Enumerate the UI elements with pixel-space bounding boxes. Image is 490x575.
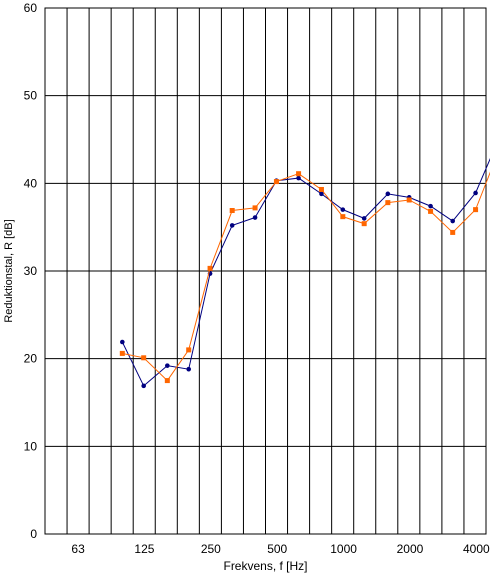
x-tick-labels: 63 125 250 500 1000 2000 4000 [71, 542, 490, 556]
x-tick-label: 125 [134, 542, 154, 556]
y-tick-label: 60 [24, 1, 38, 15]
data-point [229, 223, 235, 228]
x-tick-label: 1000 [330, 542, 357, 556]
data-point [318, 186, 324, 192]
data-point [450, 218, 455, 224]
data-point [120, 339, 125, 345]
data-point [361, 216, 367, 221]
data-point [296, 171, 302, 177]
data-point [296, 175, 301, 181]
series-line [121, 157, 490, 387]
data-point [186, 347, 192, 353]
data-point [119, 350, 125, 356]
x-tick-label: 500 [267, 542, 287, 556]
data-point [165, 363, 170, 368]
data-point [273, 179, 279, 185]
y-tick-label: 50 [24, 89, 38, 103]
x-tick-label: 63 [71, 542, 85, 556]
data-point [361, 221, 367, 227]
data-point [207, 265, 213, 271]
data-point [385, 191, 391, 197]
y-tick-label: 30 [24, 264, 38, 278]
series-2 [119, 171, 490, 384]
data-point [229, 208, 235, 214]
grid [45, 8, 486, 534]
data-point [406, 197, 412, 203]
x-axis-label: Frekvens, f [Hz] [223, 559, 307, 573]
series-line [122, 171, 490, 382]
data-point [141, 355, 147, 361]
data-point [473, 207, 479, 213]
y-tick-labels: 0 10 20 30 40 50 60 [24, 1, 38, 541]
series-group [119, 157, 490, 389]
y-tick-label: 10 [24, 439, 38, 453]
data-point [428, 203, 433, 209]
y-tick-label: 0 [30, 527, 37, 541]
x-tick-label: 4000 [463, 542, 490, 556]
data-point [340, 207, 346, 212]
data-point [186, 366, 191, 372]
data-point [473, 190, 478, 196]
x-tick-label: 2000 [397, 542, 424, 556]
data-point [252, 215, 258, 220]
data-point [428, 208, 434, 214]
plot-border [44, 7, 487, 535]
data-point [385, 200, 391, 206]
data-point [141, 383, 146, 389]
data-point [164, 378, 170, 384]
data-point [450, 229, 456, 235]
y-tick-label: 40 [24, 176, 38, 190]
data-point [252, 205, 258, 211]
y-tick-label: 20 [24, 352, 38, 366]
data-point [340, 214, 346, 220]
data-point [319, 191, 324, 197]
y-axis-label: Reduktionstal, R [dB] [3, 219, 15, 322]
x-tick-label: 250 [201, 542, 221, 556]
